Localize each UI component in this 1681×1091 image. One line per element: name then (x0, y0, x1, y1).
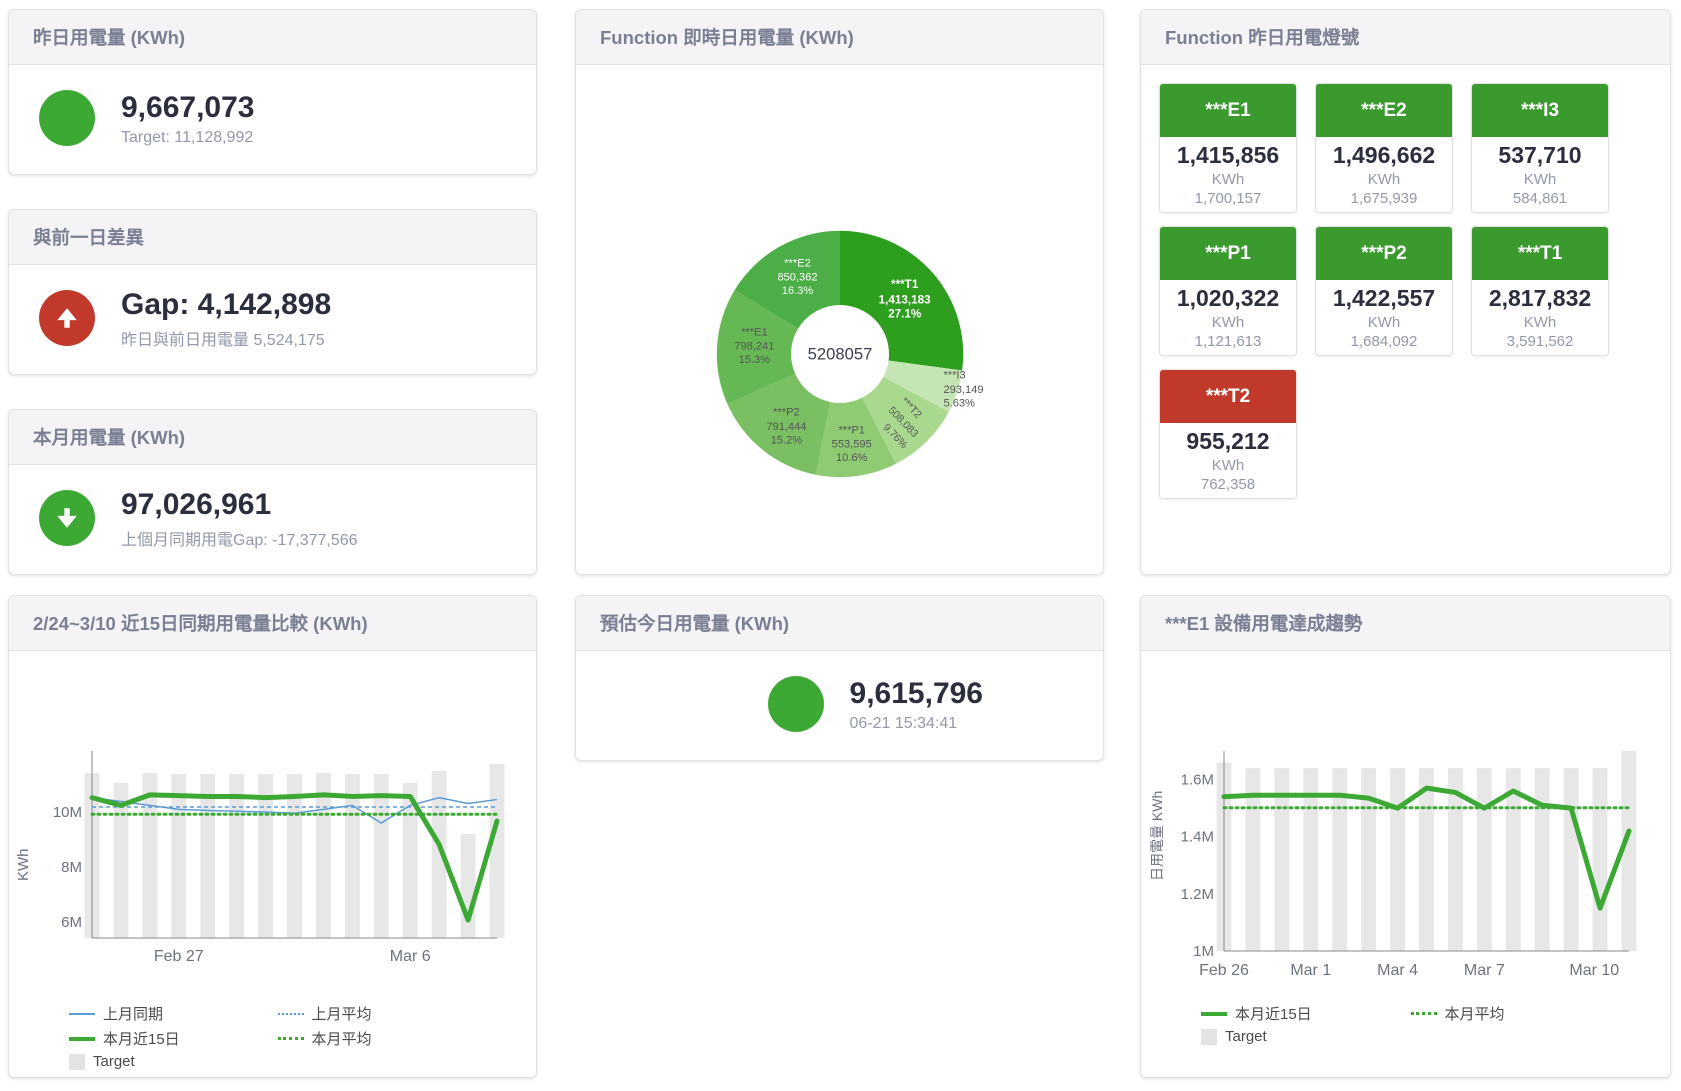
svg-text:791,444: 791,444 (766, 421, 806, 433)
svg-text:8M: 8M (61, 859, 82, 876)
svg-text:1,413,183: 1,413,183 (878, 293, 930, 306)
svg-text:6M: 6M (61, 914, 82, 931)
svg-text:***I3: ***I3 (943, 370, 965, 382)
svg-text:1M: 1M (1193, 943, 1214, 960)
svg-text:15.2%: 15.2% (770, 434, 802, 446)
svg-text:5208057: 5208057 (807, 345, 872, 364)
svg-text:16.3%: 16.3% (781, 285, 813, 297)
svg-text:Mar 6: Mar 6 (390, 948, 431, 965)
svg-text:1.6M: 1.6M (1181, 772, 1214, 789)
svg-text:5.63%: 5.63% (943, 397, 975, 409)
svg-text:293,149: 293,149 (943, 384, 983, 396)
svg-text:***E1: ***E1 (741, 327, 767, 339)
svg-text:Feb 26: Feb 26 (1199, 962, 1249, 979)
svg-text:Mar 7: Mar 7 (1464, 962, 1505, 979)
svg-text:***P2: ***P2 (773, 407, 799, 419)
svg-text:27.1%: 27.1% (888, 308, 922, 321)
svg-text:Mar 1: Mar 1 (1290, 962, 1331, 979)
svg-text:1.2M: 1.2M (1181, 886, 1214, 903)
svg-text:***T1: ***T1 (891, 278, 919, 291)
svg-text:10.6%: 10.6% (835, 452, 867, 464)
svg-text:15.3%: 15.3% (738, 354, 770, 366)
svg-text:10M: 10M (53, 804, 82, 821)
svg-text:Mar 4: Mar 4 (1377, 962, 1418, 979)
svg-text:798,241: 798,241 (734, 341, 774, 353)
svg-text:850,362: 850,362 (777, 272, 817, 284)
svg-text:1.4M: 1.4M (1181, 829, 1214, 846)
svg-text:***P1: ***P1 (838, 424, 864, 436)
svg-text:Feb 27: Feb 27 (154, 948, 204, 965)
svg-text:553,595: 553,595 (831, 439, 871, 451)
svg-text:***E2: ***E2 (784, 258, 810, 270)
svg-text:Mar 10: Mar 10 (1569, 962, 1619, 979)
